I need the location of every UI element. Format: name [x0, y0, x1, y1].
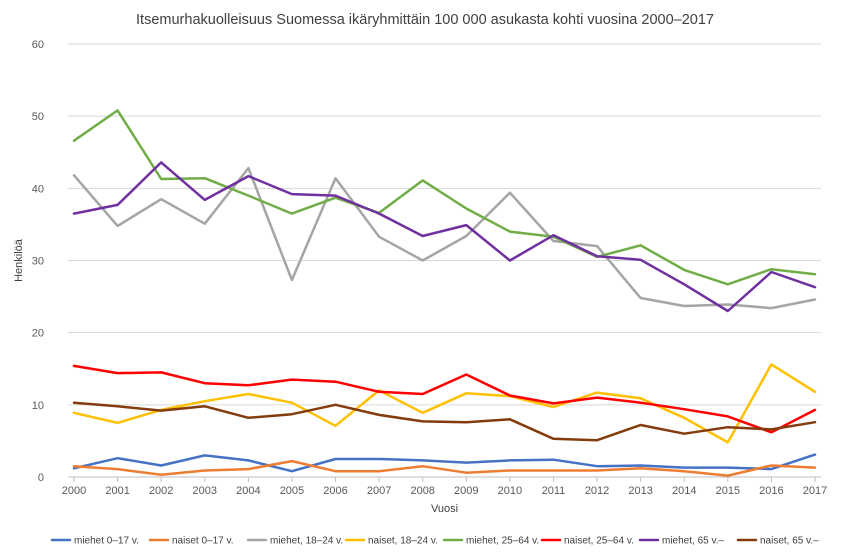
x-tick-label: 2014 — [672, 485, 696, 497]
x-tick-label: 2001 — [105, 485, 129, 497]
legend-item: naiset 0–17 v. — [148, 536, 234, 547]
legend-item: naiset, 25–64 v. — [540, 536, 634, 547]
series-line-naiset-25-64-v — [72, 364, 817, 434]
y-axis-title: Henkilöä — [13, 238, 25, 282]
series-line-naiset-0-17-v — [72, 459, 817, 477]
legend-label: naiset, 65 v.– — [760, 536, 819, 547]
series-line-miehet-65-v — [72, 161, 817, 313]
x-tick-label: 2017 — [803, 485, 827, 497]
series-lines — [72, 109, 817, 477]
x-tick-label: 2016 — [759, 485, 783, 497]
x-tick-label: 2011 — [542, 485, 566, 497]
series-line-miehet-0-17-v — [72, 453, 817, 473]
legend-item: miehet 0–17 v. — [50, 536, 139, 547]
x-tick-label: 2015 — [716, 485, 740, 497]
legend-item: miehet, 65 v.– — [638, 536, 725, 547]
x-tick-label: 2003 — [193, 485, 217, 497]
y-tick-label: 40 — [32, 183, 44, 195]
x-tick-label: 2005 — [280, 485, 304, 497]
series-line-miehet-18-24-v — [72, 166, 817, 310]
axes: 0 10 20 30 40 50 60 2000 2001 2002 2003 2004 2005 200… — [32, 39, 827, 497]
legend-item: naiset, 18–24 v. — [344, 536, 438, 547]
x-tick-label: 2007 — [367, 485, 391, 497]
gridlines — [68, 43, 821, 478]
y-tick-label: 0 — [38, 472, 44, 484]
legend: miehet 0–17 v. naiset 0–17 v. miehet, 18–2… — [50, 536, 819, 547]
legend-item: miehet, 18–24 v. — [246, 536, 343, 547]
legend-label: miehet, 25–64 v. — [466, 536, 539, 547]
series-line-naiset-65-v — [72, 401, 817, 442]
x-tick-label: 2000 — [62, 485, 86, 497]
y-tick-label: 20 — [32, 328, 44, 340]
x-tick-label: 2002 — [149, 485, 173, 497]
x-tick-label: 2004 — [236, 485, 260, 497]
x-tick-label: 2012 — [585, 485, 609, 497]
legend-label: naiset, 18–24 v. — [368, 536, 438, 547]
legend-label: naiset, 25–64 v. — [564, 536, 634, 547]
series-line-naiset-18-24-v — [72, 363, 817, 444]
series-line-miehet-25-64-v — [72, 109, 817, 286]
legend-item: miehet, 25–64 v. — [442, 536, 539, 547]
x-axis-title: Vuosi — [431, 503, 458, 515]
legend-item: naiset, 65 v.– — [736, 536, 819, 547]
x-tick-label: 2006 — [323, 485, 347, 497]
x-tick-label: 2008 — [410, 485, 434, 497]
legend-label: naiset 0–17 v. — [172, 536, 234, 547]
x-tick-label: 2009 — [454, 485, 478, 497]
legend-label: miehet, 65 v.– — [662, 536, 725, 547]
x-tick-label: 2010 — [498, 485, 522, 497]
y-tick-label: 60 — [32, 39, 44, 51]
y-tick-label: 30 — [32, 256, 44, 268]
x-tick-label: 2013 — [628, 485, 652, 497]
chart-title: Itsemurhakuolleisuus Suomessa ikäryhmitt… — [136, 12, 714, 28]
legend-label: miehet 0–17 v. — [74, 536, 139, 547]
legend-label: miehet, 18–24 v. — [270, 536, 343, 547]
y-tick-label: 50 — [32, 111, 44, 123]
y-tick-label: 10 — [32, 400, 44, 412]
